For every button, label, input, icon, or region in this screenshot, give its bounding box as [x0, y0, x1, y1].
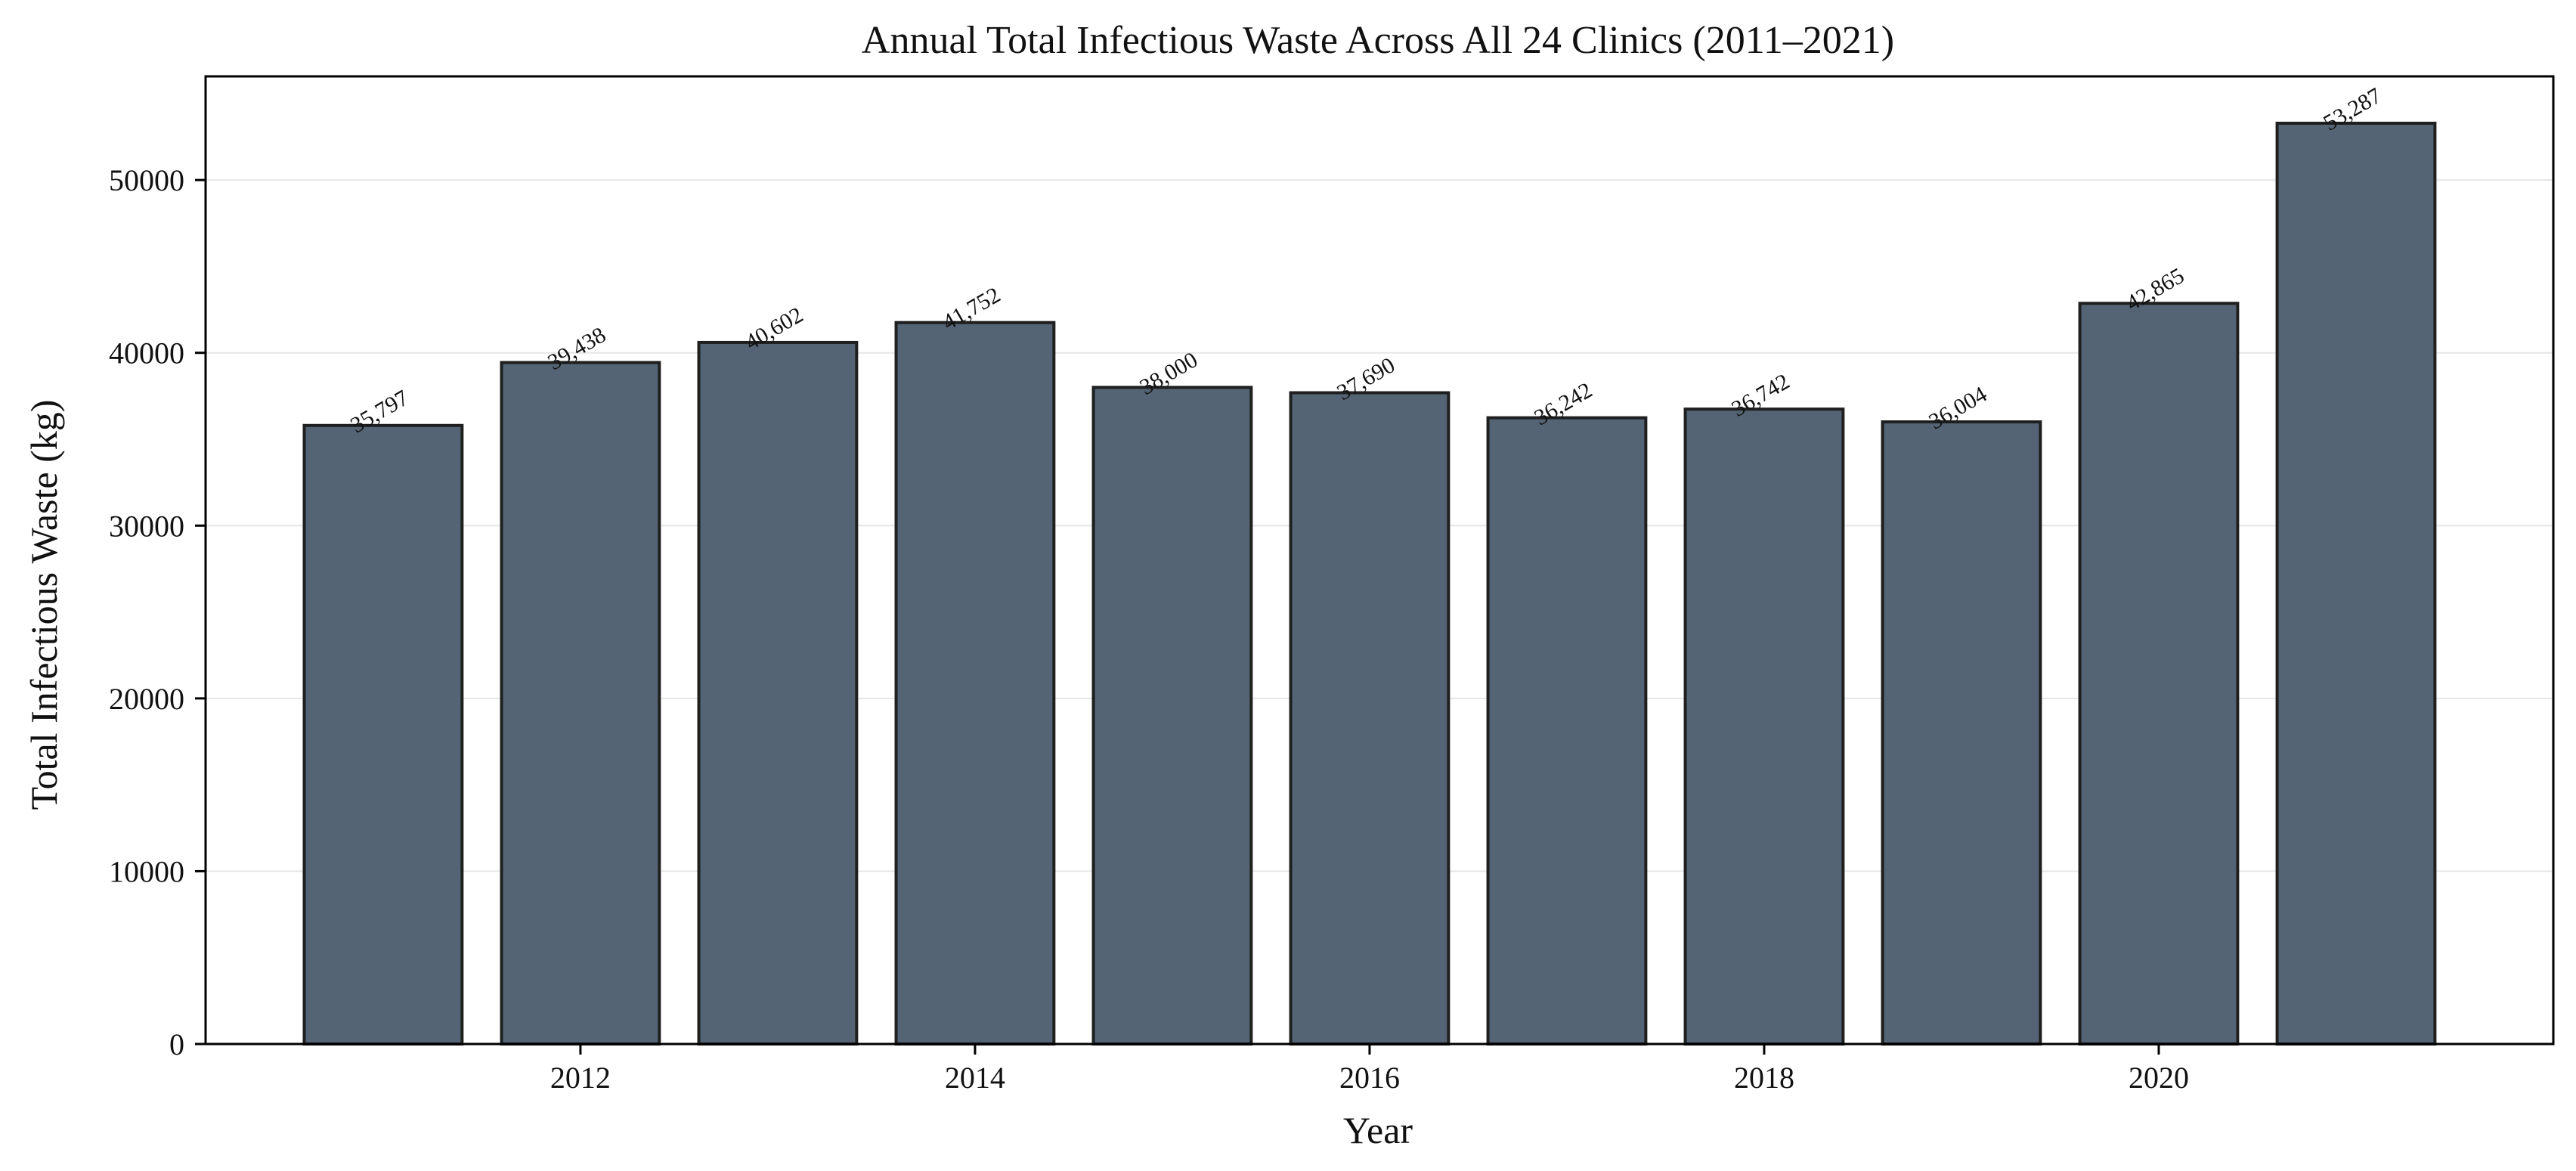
bar [302, 423, 464, 1046]
bar [1091, 386, 1253, 1046]
bar [697, 340, 859, 1046]
y-tick-label: 30000 [109, 509, 184, 543]
x-axis-label: Year [1343, 1109, 1413, 1151]
bar [1289, 391, 1451, 1046]
x-tick-label: 2018 [1734, 1061, 1794, 1095]
x-tick-label: 2020 [2129, 1061, 2189, 1095]
y-axis-ticks: 0 10000 20000 30000 40000 50000 [109, 163, 206, 1061]
y-tick-label: 20000 [109, 682, 184, 716]
bars [302, 122, 2437, 1046]
bar [1683, 407, 1845, 1046]
x-tick-label: 2016 [1339, 1061, 1400, 1095]
x-axis-ticks: 2012 2014 2016 2018 2020 [550, 1044, 2189, 1095]
y-tick-label: 40000 [109, 336, 184, 370]
chart-title: Annual Total Infectious Waste Across All… [862, 19, 1894, 62]
y-tick-label: 10000 [109, 854, 184, 888]
y-axis-label: Total Infectious Waste (kg) [23, 400, 65, 810]
bar [2275, 122, 2437, 1046]
x-tick-label: 2012 [550, 1061, 611, 1095]
y-tick-label: 0 [169, 1027, 184, 1061]
bar [2078, 302, 2240, 1046]
y-tick-label: 50000 [109, 163, 184, 197]
x-tick-label: 2014 [945, 1061, 1005, 1095]
plot-frame [204, 75, 2555, 1046]
bar [894, 321, 1056, 1046]
bar [500, 361, 661, 1046]
bar [1881, 420, 2042, 1046]
bar [1486, 416, 1648, 1046]
